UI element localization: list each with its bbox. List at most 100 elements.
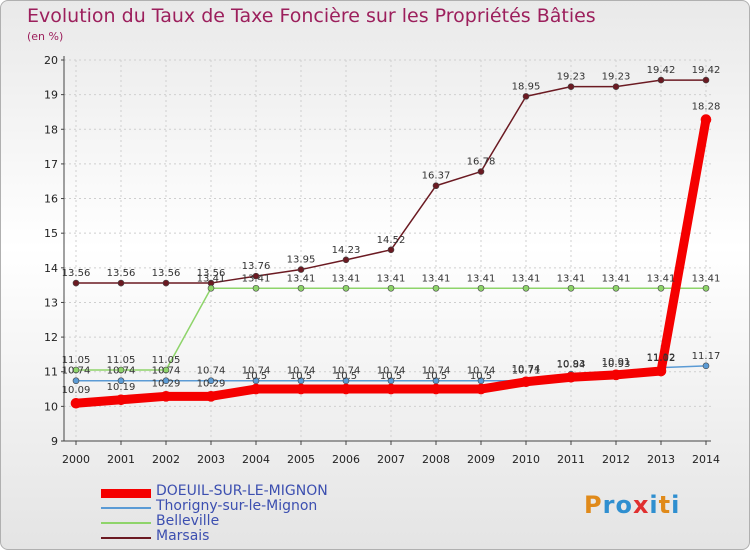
data-label: 10.71 — [512, 366, 541, 377]
proxiti-logo: Proxiti — [584, 491, 680, 519]
y-tick-label: 14 — [44, 262, 58, 275]
logo-letter: i — [671, 491, 681, 519]
data-point — [657, 76, 665, 84]
y-unit-label: (en %) — [27, 30, 64, 43]
data-point — [70, 397, 82, 409]
data-label: 13.41 — [332, 273, 361, 284]
data-point — [252, 272, 260, 280]
data-point — [522, 284, 530, 292]
data-label: 13.76 — [242, 261, 271, 272]
data-label: 10.74 — [287, 366, 316, 377]
data-label: 13.56 — [152, 268, 181, 279]
data-label: 10.5 — [335, 371, 357, 382]
data-label: 10.5 — [290, 371, 312, 382]
y-tick-label: 17 — [44, 158, 58, 171]
x-tick-label: 2005 — [287, 453, 315, 466]
data-point — [387, 284, 395, 292]
data-point — [342, 256, 350, 264]
data-label: 10.74 — [107, 366, 136, 377]
data-label: 14.23 — [332, 245, 361, 256]
y-tick-label: 15 — [44, 227, 58, 240]
data-point — [297, 284, 305, 292]
data-label: 11.05 — [107, 355, 136, 366]
data-point — [252, 377, 260, 385]
legend-item-thorigny: Thorigny-sur-le-Mignon — [101, 498, 361, 515]
data-point — [610, 369, 622, 381]
data-label: 10.74 — [512, 364, 541, 375]
data-point — [702, 76, 710, 84]
data-point — [477, 377, 485, 385]
data-point — [340, 383, 352, 395]
data-point — [162, 366, 170, 374]
data-label: 11.02 — [647, 353, 676, 364]
y-tick-label: 13 — [44, 296, 58, 309]
data-label: 16.37 — [422, 171, 451, 182]
y-tick-label: 16 — [44, 193, 58, 206]
data-point — [162, 377, 170, 385]
data-point — [477, 168, 485, 175]
data-point — [432, 182, 440, 190]
data-point — [477, 284, 485, 292]
data-label: 10.84 — [557, 359, 586, 370]
legend-item-belleville: Belleville — [101, 513, 361, 530]
x-tick-label: 2008 — [422, 453, 450, 466]
data-point — [432, 284, 440, 292]
data-label: 19.23 — [557, 72, 586, 83]
data-point — [72, 279, 80, 287]
axes: 9 10 11 12 13 14 15 16 17 18 19 20 2000 2001 2002 2003 2… — [44, 54, 720, 466]
legend-item-marsais: Marsais — [101, 528, 361, 545]
data-point — [520, 376, 532, 388]
data-point — [295, 383, 307, 395]
data-label: 10.09 — [62, 385, 91, 396]
data-label: 10.74 — [377, 366, 406, 377]
logo-letter: x — [632, 491, 650, 519]
x-tick-label: 2001 — [107, 453, 135, 466]
x-tick-label: 2002 — [152, 453, 180, 466]
data-label: 13.41 — [647, 273, 676, 284]
data-label: 10.74 — [152, 366, 181, 377]
data-label: 16.78 — [467, 157, 496, 168]
data-point — [567, 284, 575, 292]
data-labels: 13.56 13.56 13.56 13.56 13.76 13.95 14.23 14.52… — [62, 65, 721, 396]
x-tick-label: 2012 — [602, 453, 630, 466]
y-tick-label: 9 — [51, 435, 58, 448]
legend-swatch-belleville — [101, 522, 151, 524]
data-label: 10.93 — [602, 359, 631, 370]
series-group — [70, 76, 712, 409]
y-tick-label: 10 — [44, 400, 58, 413]
data-point — [72, 366, 80, 374]
data-label: 10.93 — [557, 359, 586, 370]
data-label: 13.41 — [467, 273, 496, 284]
x-tick-label: 2010 — [512, 453, 540, 466]
data-point — [297, 266, 305, 273]
data-label: 14.52 — [377, 235, 406, 246]
data-point — [700, 114, 712, 125]
x-tick-label: 2006 — [332, 453, 360, 466]
data-point — [252, 284, 260, 292]
data-point — [117, 377, 125, 385]
data-point — [475, 383, 487, 395]
data-label: 13.41 — [512, 273, 541, 284]
x-tick-label: 2003 — [197, 453, 225, 466]
data-label: 11.17 — [692, 351, 721, 362]
data-point — [655, 365, 667, 377]
data-label: 10.29 — [197, 378, 226, 389]
data-label: 10.19 — [107, 382, 136, 393]
data-label: 10.29 — [152, 378, 181, 389]
x-tick-label: 2014 — [692, 453, 720, 466]
data-point — [117, 366, 125, 374]
data-label: 10.74 — [197, 366, 226, 377]
legend-label-doeuil: DOEUIL-SUR-LE-MIGNON — [156, 483, 328, 499]
data-label: 13.41 — [557, 273, 586, 284]
chart-title: Evolution du Taux de Taxe Foncière sur l… — [27, 5, 596, 27]
logo-letter: P — [584, 491, 603, 519]
legend: DOEUIL-SUR-LE-MIGNON Thorigny-sur-le-Mig… — [101, 483, 361, 545]
logo-letter: i — [649, 491, 659, 519]
data-point — [162, 279, 170, 287]
data-label: 10.5 — [425, 371, 447, 382]
data-point — [657, 284, 665, 292]
data-label: 10.74 — [242, 366, 271, 377]
legend-label-marsais: Marsais — [156, 528, 210, 544]
legend-label-belleville: Belleville — [156, 513, 220, 529]
